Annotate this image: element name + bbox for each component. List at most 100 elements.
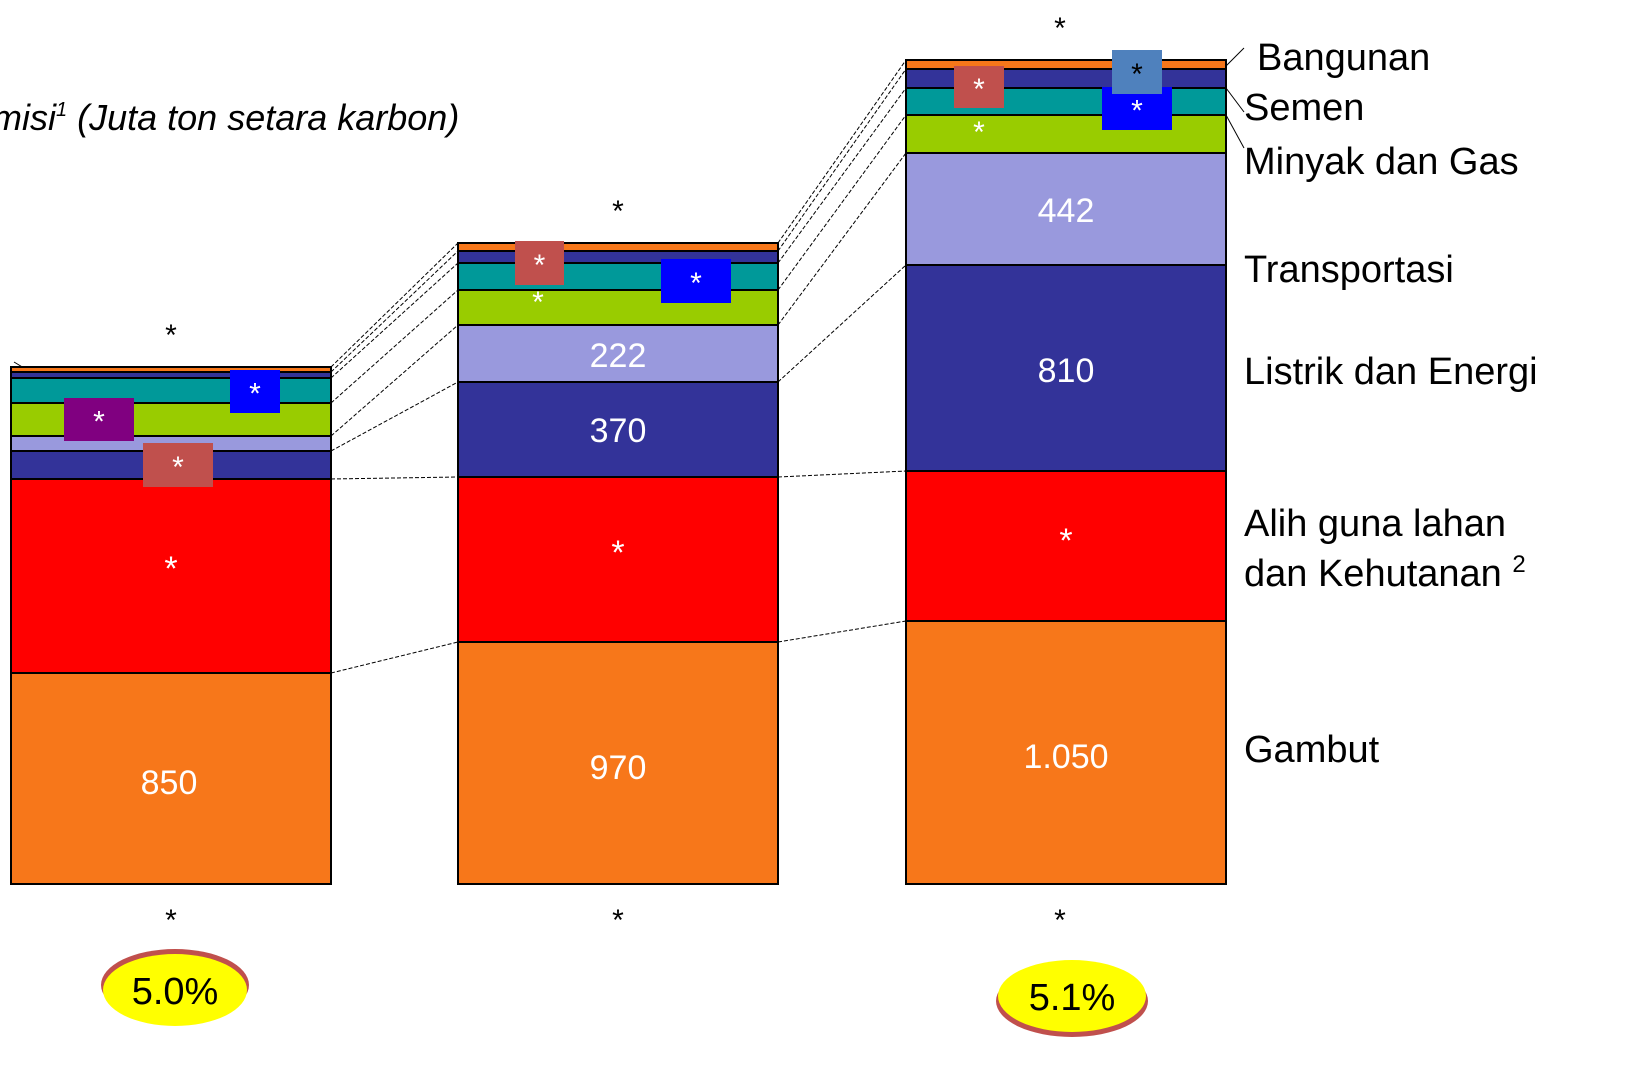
segment-value-label: 1.050 [1023, 738, 1108, 776]
growth-badges: 5.0% 5.1% [101, 949, 1148, 1037]
legend-label-line2: dan Kehutanan [1244, 553, 1512, 595]
legend-label: Minyak dan Gas [1244, 141, 1519, 183]
segment-minyak-dan-gas [905, 114, 1227, 154]
category-label: * [1054, 904, 1066, 937]
category-label: * [612, 904, 624, 937]
marker-label: * [172, 451, 184, 484]
marker-box: * [661, 259, 731, 303]
marker-rect [515, 241, 564, 285]
legend-label: Semen [1244, 87, 1364, 129]
segment-transportasi [457, 324, 779, 383]
bar-total-label: * [165, 319, 177, 352]
segment-top [10, 366, 332, 373]
connector-line [330, 476, 459, 480]
marker-box: * [954, 66, 1004, 108]
connector-line [777, 68, 907, 252]
growth-label: 5.1% [1029, 977, 1116, 1019]
marker-rect [954, 66, 1004, 108]
segment-value-label: 442 [1038, 192, 1095, 230]
marker-rect [143, 443, 213, 487]
segment-value-label: 370 [590, 412, 647, 450]
connector-line [330, 242, 459, 368]
segment-value-label: 222 [590, 337, 647, 375]
marker-rect [1102, 87, 1172, 130]
legend: Gambut Minyak dan Gas Semen Bangunan Transpo… [1225, 37, 1538, 771]
chart-title: misi1 (Juta ton setara karbon) [0, 97, 459, 138]
growth-label: 5.0% [132, 971, 219, 1013]
segment-value-label: * [164, 550, 177, 588]
bar-3: 1.050 * 810 442 * * [905, 12, 1227, 937]
marker-rect [64, 398, 134, 441]
segment-listrik-dan-energi [457, 381, 779, 478]
connector-line [777, 470, 907, 478]
growth-badge-2: 5.1% [996, 960, 1148, 1037]
legend-label: Transportasi [1244, 249, 1454, 291]
marker-label: * [1131, 58, 1143, 91]
marker-box: * [143, 443, 213, 487]
bar-total-label: * [612, 195, 624, 228]
connector-line [330, 250, 459, 373]
connector-line [777, 152, 907, 326]
legend-leader [1225, 87, 1245, 113]
segment-gambut [905, 620, 1227, 885]
bar-total-label: * [1054, 12, 1066, 45]
marker-rect [661, 259, 731, 303]
connector-line [330, 289, 459, 404]
marker-box: * [1112, 50, 1162, 94]
badge-fill [998, 960, 1146, 1032]
connector-line [777, 114, 907, 291]
segment-value-label: 810 [1038, 352, 1095, 390]
segment-transportasi [905, 152, 1227, 266]
segment-value-label: * [611, 534, 624, 572]
marker-rect [230, 370, 280, 413]
legend-label: dan Kehutanan 2 [1244, 551, 1526, 595]
legend-leader [1225, 47, 1245, 67]
segment-top [457, 242, 779, 252]
segment-value-label: 970 [590, 749, 647, 787]
marker-box: * [230, 370, 280, 413]
segment-marker: * [532, 286, 544, 319]
legend-label: Alih guna lahan [1244, 503, 1506, 545]
bar-2: 970 * 370 222 * * [457, 195, 779, 937]
legend-leader [1225, 114, 1245, 149]
segment-alih-guna-lahan-dan-kehutanan [905, 470, 1227, 622]
segment-marker: * [973, 116, 985, 149]
segment-value-label: 850 [141, 764, 198, 802]
connector-line [777, 87, 907, 264]
marker-box: * [515, 241, 564, 285]
growth-badge-1: 5.0% [101, 949, 249, 1026]
segment-value-label: * [1059, 522, 1072, 560]
marker-rect [1112, 50, 1162, 94]
connector-line [330, 324, 459, 437]
legend-superscript: 2 [1512, 551, 1525, 578]
bar-1: 850 * * * [10, 319, 332, 937]
connector-line [330, 641, 459, 674]
segment-listrik-dan-energi [905, 264, 1227, 472]
connector-line [330, 381, 459, 452]
markers-group: * * * * * * * * * * [64, 50, 1172, 487]
marker-label: * [249, 378, 261, 411]
marker-label: * [93, 406, 105, 439]
connector-line [777, 59, 907, 244]
segment-minyak-dan-gas [10, 402, 332, 437]
category-label: * [165, 904, 177, 937]
legend-label: Listrik dan Energi [1244, 351, 1538, 393]
marker-box: * [1102, 87, 1172, 130]
connector-line [330, 262, 459, 379]
segment-alih-guna-lahan-dan-kehutanan [457, 476, 779, 643]
segment-top [905, 59, 1227, 70]
connector-line [777, 620, 907, 643]
legend-label: Bangunan [1257, 37, 1430, 79]
marker-label: * [1131, 95, 1143, 128]
legend-label: Gambut [1244, 729, 1380, 771]
bars-group: 850 * * * 970 * 370 222 * * 1.050 * 810 442 * * [10, 12, 1227, 937]
marker-label: * [534, 249, 546, 282]
marker-box: * [64, 398, 134, 441]
segment-semen [10, 377, 332, 404]
segment-alih-guna-lahan-dan-kehutanan [10, 478, 332, 674]
segment-gambut [457, 641, 779, 885]
connector-line [777, 264, 907, 383]
badge-fill [103, 954, 247, 1026]
marker-label: * [690, 267, 702, 300]
